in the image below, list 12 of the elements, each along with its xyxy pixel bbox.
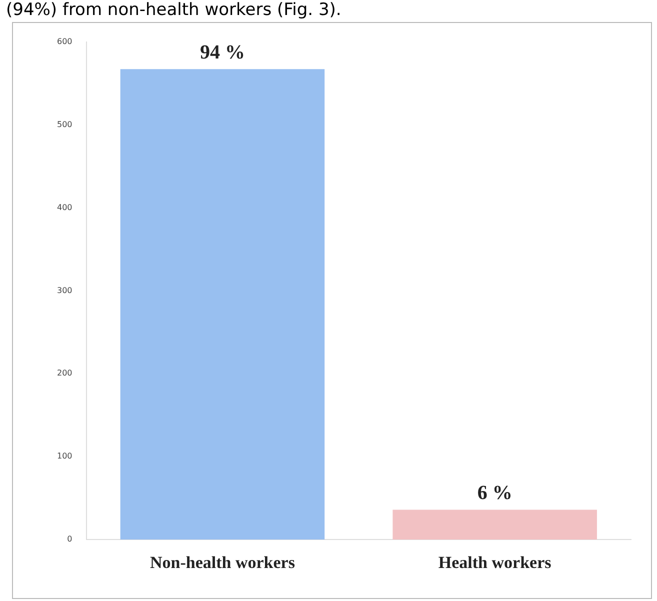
x-tick-label: Non-health workers — [150, 553, 296, 572]
y-tick-label: 600 — [56, 36, 72, 46]
annotation: 94 % — [200, 41, 245, 64]
y-tick-label: 500 — [56, 120, 72, 129]
y-tick-label: 100 — [56, 452, 72, 461]
y-tick-label: 0 — [67, 534, 72, 544]
x-tick-label: Health workers — [438, 553, 552, 572]
y-tick-label: 300 — [56, 286, 72, 295]
annotation: 6 % — [477, 482, 512, 504]
text: (94%) from non-health workers (Fig. 3). — [5, 0, 342, 20]
y-tick-label: 200 — [56, 368, 72, 378]
y-tick-label: 400 — [56, 202, 72, 212]
